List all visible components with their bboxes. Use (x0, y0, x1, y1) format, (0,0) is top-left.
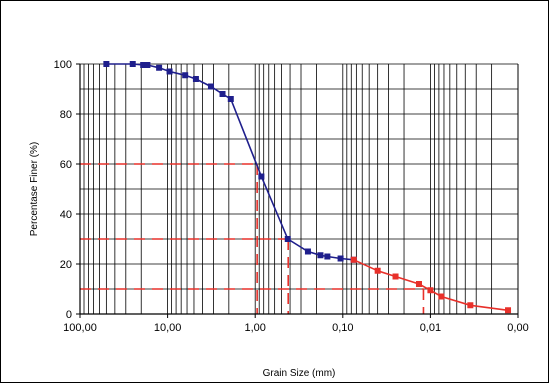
x-tick-label: 100,00 (63, 322, 97, 334)
data-point (350, 256, 357, 263)
data-series (103, 61, 512, 314)
axes (79, 64, 518, 315)
data-point (140, 62, 147, 68)
data-point (467, 302, 474, 309)
data-point (427, 287, 434, 294)
data-point (304, 248, 311, 255)
y-tick-label: 60 (60, 159, 72, 171)
y-tick-label: 40 (60, 209, 72, 221)
data-point (258, 173, 265, 180)
data-point (144, 62, 151, 68)
data-point (182, 72, 189, 79)
y-tick-label: 100 (54, 59, 72, 71)
data-point (219, 91, 226, 97)
x-tick-label: 10,00 (154, 322, 182, 334)
data-point (505, 307, 512, 314)
data-point (192, 76, 199, 82)
grid (80, 63, 519, 315)
y-tick-label: 80 (60, 109, 72, 121)
data-point (337, 255, 344, 262)
data-point (438, 293, 445, 300)
x-tick-label: 1,00 (244, 322, 265, 334)
data-point (374, 267, 381, 274)
data-point (156, 64, 163, 71)
tick-labels: 100,00 10,00 1,00 0,10 0,01 0,00 0 20 40 60 80 100 (54, 59, 529, 334)
data-point (207, 83, 214, 90)
data-point (129, 61, 136, 67)
data-point (392, 273, 399, 280)
x-tick-label: 0,00 (507, 322, 528, 334)
data-point (103, 61, 110, 67)
data-point (284, 236, 291, 242)
reference-lines (80, 163, 425, 314)
data-point (324, 253, 331, 260)
data-point (415, 281, 422, 287)
data-point (317, 252, 324, 259)
x-axis-title: Grain Size (mm) (263, 368, 336, 379)
y-tick-label: 0 (66, 309, 72, 321)
x-tick-label: 0,01 (420, 322, 441, 334)
series-line-2 (353, 259, 509, 312)
data-point (227, 96, 234, 102)
data-point (166, 68, 173, 75)
x-tick-label: 0,10 (332, 322, 353, 334)
y-axis-title: Percentase Finer (%) (29, 142, 40, 236)
y-tick-label: 20 (60, 259, 72, 271)
